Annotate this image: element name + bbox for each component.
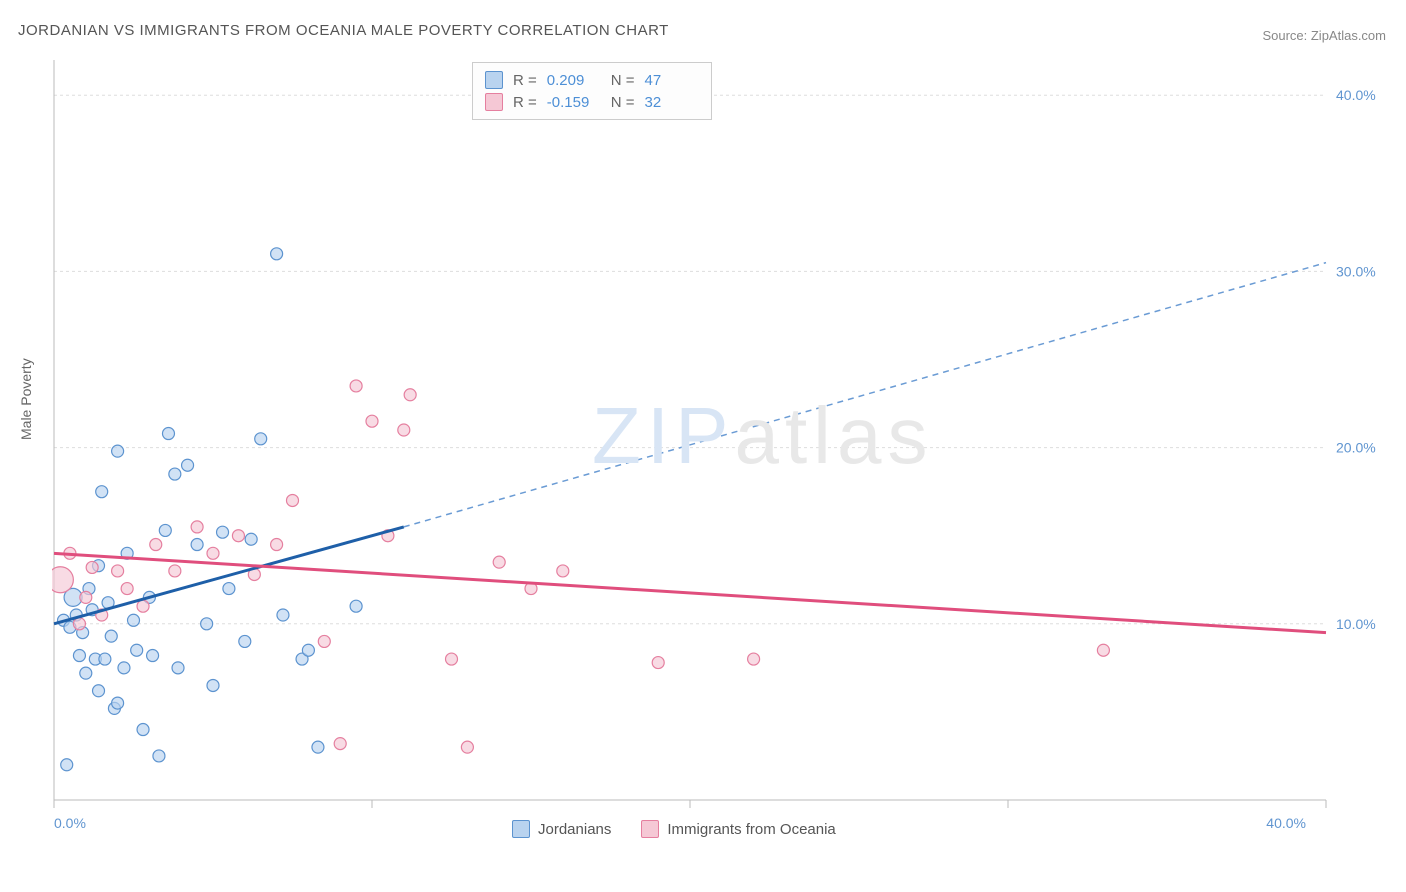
plot-area: 10.0%20.0%30.0%40.0%0.0%40.0% ZIPatlas R… [52, 60, 1386, 840]
source-attribution: Source: ZipAtlas.com [1262, 28, 1386, 43]
source-link[interactable]: ZipAtlas.com [1311, 28, 1386, 43]
r-label-2: R = [513, 94, 537, 111]
legend-item-1: Jordanians [512, 820, 611, 838]
svg-text:0.0%: 0.0% [54, 815, 86, 831]
n-value-1: 47 [645, 72, 699, 89]
svg-text:20.0%: 20.0% [1336, 440, 1376, 456]
legend-swatch-1 [512, 820, 530, 838]
n-label-1: N = [611, 72, 635, 89]
chart-title: JORDANIAN VS IMMIGRANTS FROM OCEANIA MAL… [18, 22, 669, 39]
r-value-2: -0.159 [547, 94, 601, 111]
bottom-legend: Jordanians Immigrants from Oceania [512, 820, 836, 838]
y-axis-label: Male Poverty [18, 358, 34, 440]
legend-item-2: Immigrants from Oceania [641, 820, 835, 838]
r-value-1: 0.209 [547, 72, 601, 89]
r-label-1: R = [513, 72, 537, 89]
stats-row-1: R = 0.209 N = 47 [485, 69, 699, 91]
source-prefix: Source: [1262, 28, 1310, 43]
swatch-series-1 [485, 71, 503, 89]
swatch-series-2 [485, 93, 503, 111]
svg-text:10.0%: 10.0% [1336, 616, 1376, 632]
svg-text:40.0%: 40.0% [1266, 815, 1306, 831]
n-label-2: N = [611, 94, 635, 111]
chart-svg: 10.0% 20.0% 30.0% 40.0% 0.0% 40.0% [52, 60, 1386, 840]
legend-swatch-2 [641, 820, 659, 838]
stats-row-2: R = -0.159 N = 32 [485, 91, 699, 113]
legend-label-1: Jordanians [538, 821, 611, 838]
legend-label-2: Immigrants from Oceania [667, 821, 835, 838]
n-value-2: 32 [645, 94, 699, 111]
stats-box: R = 0.209 N = 47 R = -0.159 N = 32 [472, 62, 712, 120]
svg-text:30.0%: 30.0% [1336, 263, 1376, 279]
svg-text:40.0%: 40.0% [1336, 87, 1376, 103]
